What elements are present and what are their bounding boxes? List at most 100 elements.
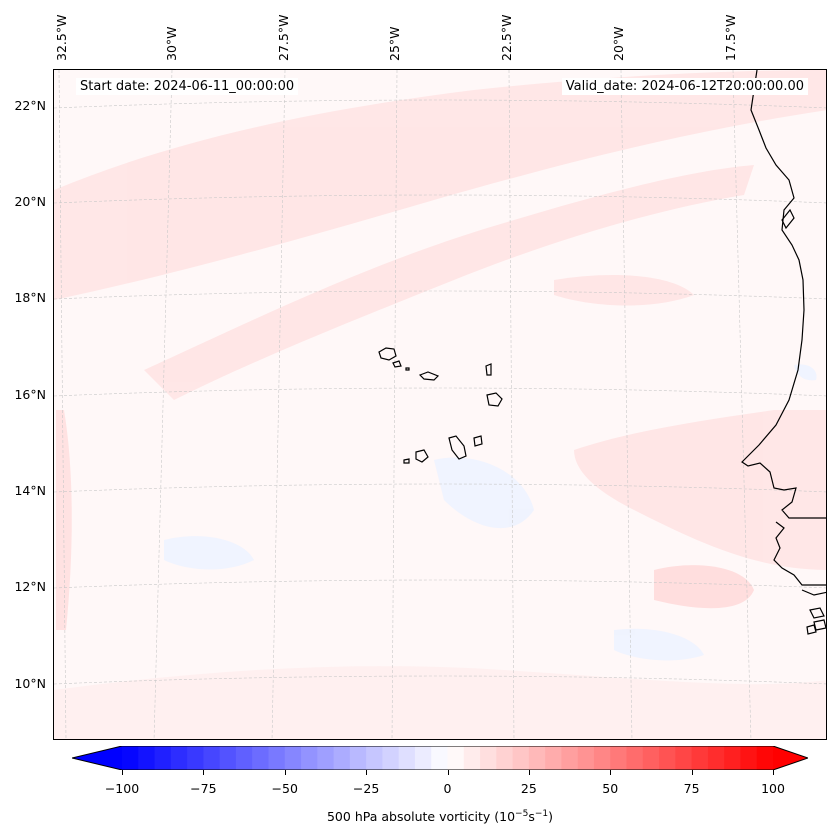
island-boa-vista xyxy=(486,392,503,407)
colorbar-step xyxy=(122,746,139,770)
colorbar-step xyxy=(333,746,351,770)
colorbar-tick-mark xyxy=(528,770,530,775)
colorbar-step xyxy=(447,746,465,770)
colorbar-tick-mark xyxy=(122,770,123,775)
colorbar-tick-mark xyxy=(610,770,612,775)
coast-guinea xyxy=(801,589,826,596)
vorticity-band-east xyxy=(574,410,826,570)
colorbar-step xyxy=(593,746,611,770)
parallel-12n xyxy=(54,579,826,589)
colorbar-tick-mark xyxy=(447,770,449,775)
meridian-20w xyxy=(620,70,633,739)
colorbar-step xyxy=(235,746,253,770)
colorbar-tick-label: −100 xyxy=(104,781,140,796)
colorbar-low-extension xyxy=(72,746,122,770)
lon-label-17-5w: 17.5°W xyxy=(723,14,738,61)
meridian-32-5w xyxy=(58,70,67,739)
island-sao-vicente xyxy=(392,360,402,368)
colorbar-tick-mark xyxy=(203,770,205,775)
colorbar-step xyxy=(642,746,660,770)
colorbar-step xyxy=(756,746,774,770)
graticule xyxy=(54,70,826,739)
colorbar-step xyxy=(252,746,269,770)
island-santo-antao xyxy=(378,347,397,361)
island-sal xyxy=(485,363,492,376)
colorbar-tick-mark xyxy=(284,770,286,775)
colorbar-step xyxy=(170,746,188,770)
colorbar-step xyxy=(203,746,221,770)
colorbar-step xyxy=(268,746,286,770)
colorbar-step xyxy=(512,746,530,770)
coast-senegal-river xyxy=(773,521,826,586)
island-brava xyxy=(403,458,410,464)
colorbar-steps xyxy=(122,746,774,770)
vorticity-map xyxy=(54,70,826,739)
vorticity-band-south xyxy=(54,666,826,739)
island-maio xyxy=(473,435,483,447)
lat-label-22n: 22°N xyxy=(14,98,46,113)
colorbar-step xyxy=(154,746,172,770)
lon-label-30w: 30°W xyxy=(164,26,179,61)
lon-label-22-5w: 22.5°W xyxy=(499,14,514,61)
colorbar-high-extension xyxy=(773,746,808,770)
map-panel: Start date: 2024-06-11_00:00:00 Valid_da… xyxy=(53,69,827,740)
lat-label-10n: 10°N xyxy=(14,676,46,691)
colorbar-tick-label: 75 xyxy=(683,781,700,796)
lat-label-18n: 18°N xyxy=(14,290,46,305)
colorbar-step xyxy=(691,746,709,770)
colorbar-step xyxy=(284,746,302,770)
negative-vorticity xyxy=(164,364,817,661)
colorbar-step xyxy=(138,746,156,770)
colorbar-tick-label: 0 xyxy=(443,781,452,796)
colorbar-step xyxy=(398,746,416,770)
colorbar-step xyxy=(561,746,579,770)
colorbar-title: 500 hPa absolute vorticity (10−5s−1) xyxy=(326,809,553,825)
colorbar-step xyxy=(431,746,448,770)
colorbar-step xyxy=(463,746,481,770)
lon-label-25w: 25°W xyxy=(387,26,402,61)
cape-verde-islands xyxy=(378,347,503,464)
meridian-25w xyxy=(391,70,398,739)
parallel-20n xyxy=(54,194,826,204)
colorbar-step xyxy=(724,746,741,770)
colorbar-tick-label: −25 xyxy=(352,781,380,796)
colorbar-tick-label: −50 xyxy=(271,781,298,796)
colorbar-step xyxy=(740,746,758,770)
vorticity-field xyxy=(54,70,826,739)
lon-label-32-5w: 32.5°W xyxy=(54,14,69,61)
meridian-27-5w xyxy=(271,70,286,739)
lat-label-16n: 16°N xyxy=(14,387,46,402)
colorbar-step xyxy=(577,746,595,770)
colorbar xyxy=(72,746,808,770)
colorbar-step xyxy=(301,746,318,770)
parallel-14n xyxy=(54,483,826,493)
colorbar-step xyxy=(382,746,400,770)
meridian-22-5w xyxy=(508,70,515,739)
colorbar-step xyxy=(528,746,546,770)
vorticity-blob-1 xyxy=(654,565,754,609)
colorbar-tick-mark xyxy=(773,770,774,775)
colorbar-step xyxy=(707,746,725,770)
meridian-30w xyxy=(153,70,173,739)
island-sao-nicolau xyxy=(418,371,440,381)
lat-label-12n: 12°N xyxy=(14,579,46,594)
colorbar-step xyxy=(366,746,383,770)
colorbar-tick-mark xyxy=(366,770,368,775)
vorticity-blob-2 xyxy=(554,275,694,306)
colorbar-step xyxy=(219,746,237,770)
lon-label-20w: 20°W xyxy=(611,26,626,61)
colorbar-step xyxy=(187,746,204,770)
meridian-17-5w xyxy=(732,70,752,739)
lon-label-27-5w: 27.5°W xyxy=(276,14,291,61)
parallel-18n xyxy=(54,290,826,300)
colorbar-step xyxy=(414,746,432,770)
valid-date-label: Valid_date: 2024-06-12T20:00:00.00 xyxy=(561,78,808,95)
colorbar-tick-label: 100 xyxy=(761,781,785,796)
colorbar-step xyxy=(675,746,693,770)
coast-dakar xyxy=(781,208,795,230)
colorbar-tick-label: −75 xyxy=(190,781,217,796)
africa-coast xyxy=(741,70,826,519)
parallel-22n xyxy=(54,99,826,109)
coastline xyxy=(741,70,826,635)
parallel-16n xyxy=(54,387,826,397)
